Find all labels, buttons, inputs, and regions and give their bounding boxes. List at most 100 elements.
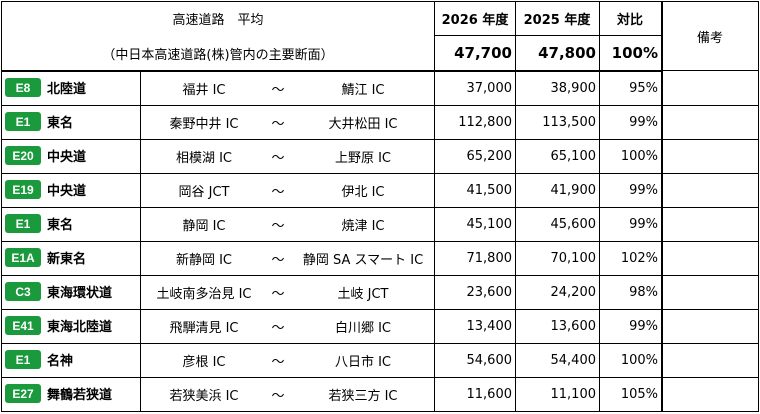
header-notes: 備考: [696, 31, 723, 46]
col-line-2026: [434, 1, 435, 412]
section-to: 大井松田 IC: [328, 116, 398, 132]
notes-cell: [662, 173, 758, 207]
route-number-badge: E8: [5, 78, 41, 97]
value-2025: 113,500: [542, 114, 596, 130]
header-bottom: [1, 70, 662, 72]
section-to: 土岐 JCT: [337, 286, 389, 302]
value-ratio: 102%: [620, 250, 658, 266]
border-right: [758, 1, 759, 412]
notes-cell: [662, 309, 758, 343]
value-ratio: 99%: [629, 114, 658, 130]
route-number-badge: E1: [5, 112, 41, 131]
average-2025: 47,800: [538, 44, 596, 62]
value-ratio: 99%: [629, 216, 658, 232]
notes-header-bottom: [662, 70, 758, 71]
section-from: 秦野中井 IC: [169, 116, 239, 132]
value-2026: 54,600: [466, 352, 513, 368]
section-separator: ～: [271, 116, 285, 132]
row-divider: [1, 241, 759, 242]
section-to: 静岡 SA スマート IC: [302, 252, 424, 268]
value-2026: 71,800: [466, 250, 513, 266]
value-ratio: 98%: [629, 284, 658, 300]
route-number-badge: E1: [5, 350, 41, 369]
notes-cell: [662, 139, 758, 173]
table-subtitle: （中日本高速道路(株)管内の主要断面）: [102, 47, 334, 63]
value-2025: 13,600: [550, 318, 597, 334]
section-to: 若狭三方 IC: [328, 388, 398, 404]
col-line-notes: [661, 1, 663, 412]
route-name: 舞鶴若狭道: [47, 388, 113, 403]
route-number-badge: C3: [5, 282, 41, 301]
value-ratio: 100%: [620, 352, 658, 368]
section-from: 土岐南多治見 IC: [156, 286, 252, 302]
row-divider: [1, 105, 759, 106]
section-from: 相模湖 IC: [175, 150, 233, 166]
section-from: 若狭美浜 IC: [169, 388, 239, 404]
value-2025: 11,100: [550, 386, 597, 402]
value-2026: 37,000: [466, 80, 513, 96]
value-2025: 45,600: [550, 216, 597, 232]
section-from: 新静岡 IC: [175, 252, 233, 268]
section-to: 焼津 IC: [341, 218, 385, 234]
value-2026: 23,600: [466, 284, 513, 300]
value-2025: 41,900: [550, 182, 597, 198]
average-ratio: 100%: [611, 44, 658, 62]
route-name: 東海北陸道: [47, 320, 113, 335]
section-separator: ～: [271, 286, 285, 302]
route-number-badge: E19: [5, 180, 41, 199]
value-2026: 112,800: [458, 114, 512, 130]
value-2025: 54,400: [550, 352, 597, 368]
route-number-badge: E27: [5, 384, 41, 403]
row-divider: [1, 275, 759, 276]
section-from: 彦根 IC: [182, 354, 226, 370]
notes-cell: [662, 71, 758, 105]
value-2026: 13,400: [466, 318, 513, 334]
section-separator: ～: [271, 150, 285, 166]
route-number-badge: E41: [5, 316, 41, 335]
route-number-badge: E20: [5, 146, 41, 165]
section-to: 白川郷 IC: [334, 320, 392, 336]
route-name: 東海環状道: [47, 286, 113, 301]
route-name: 中央道: [47, 150, 87, 165]
value-2026: 11,600: [466, 386, 513, 402]
notes-cell: [662, 241, 758, 275]
header-2025: 2025 年度: [523, 13, 591, 28]
header-ratio: 対比: [616, 13, 643, 28]
section-from: 飛騨清見 IC: [169, 320, 239, 336]
section-from: 福井 IC: [182, 82, 226, 98]
value-2025: 65,100: [550, 148, 597, 164]
route-name: 中央道: [47, 184, 87, 199]
border-bottom: [1, 411, 759, 412]
route-name: 新東名: [47, 252, 87, 267]
notes-cell: [662, 207, 758, 241]
route-name: 東名: [47, 218, 74, 233]
value-2026: 41,500: [466, 182, 513, 198]
section-separator: ～: [271, 184, 285, 200]
col-line-ratio: [599, 1, 600, 412]
route-number-badge: E1: [5, 214, 41, 233]
row-divider: [1, 207, 759, 208]
section-separator: ～: [271, 218, 285, 234]
header-2026: 2026 年度: [441, 13, 509, 28]
row-divider: [1, 377, 759, 378]
route-number-badge: E1A: [5, 248, 41, 267]
notes-cell: [662, 343, 758, 377]
header-divider: [434, 35, 662, 36]
route-name: 東名: [47, 116, 74, 131]
row-divider: [1, 343, 759, 344]
average-2026: 47,700: [454, 44, 512, 62]
section-to: 八日市 IC: [334, 354, 392, 370]
notes-cell: [662, 105, 758, 139]
value-2026: 65,200: [466, 148, 513, 164]
border-left: [1, 1, 2, 412]
section-separator: ～: [271, 252, 285, 268]
value-2026: 45,100: [466, 216, 513, 232]
value-ratio: 99%: [629, 182, 658, 198]
section-to: 鯖江 IC: [341, 82, 385, 98]
value-ratio: 105%: [620, 386, 658, 402]
col-line-2025: [515, 1, 516, 412]
route-name: 北陸道: [47, 82, 87, 97]
section-separator: ～: [271, 320, 285, 336]
table-title: 高速道路 平均: [172, 13, 264, 28]
